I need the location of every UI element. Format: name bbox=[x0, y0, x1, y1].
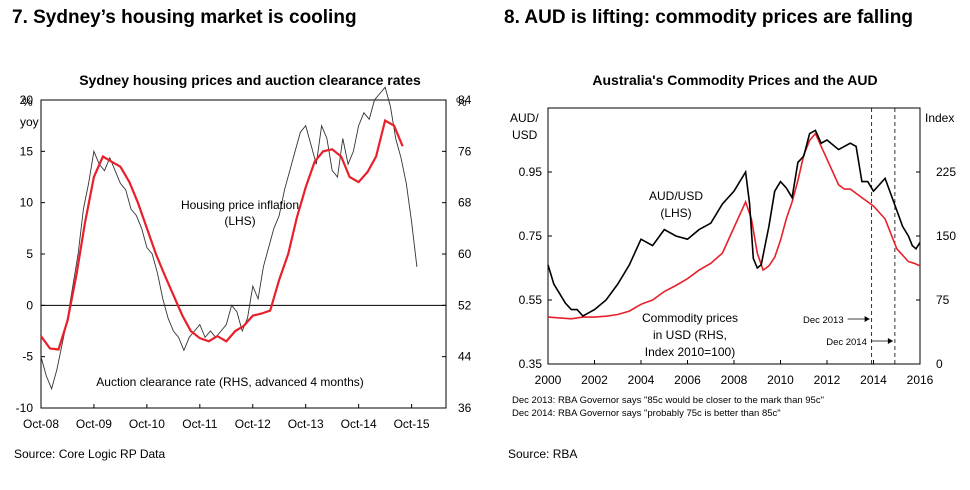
housing-left-unit-sub: yoy bbox=[20, 115, 39, 129]
commodity-x-tick-label: 2008 bbox=[721, 373, 748, 387]
commodity-x-tick-label: 2010 bbox=[767, 373, 794, 387]
commodity-left-unit-sub: USD bbox=[512, 128, 538, 142]
housing-source: Source: Core Logic RP Data bbox=[14, 447, 166, 461]
housing-right-tick-label: 68 bbox=[458, 196, 472, 210]
commodity-left-tick-label: 0.95 bbox=[519, 165, 543, 179]
commodity-x-tick-label: 2006 bbox=[674, 373, 701, 387]
housing-right-unit: % bbox=[456, 95, 467, 109]
commodity-x-tick-label: 2004 bbox=[628, 373, 655, 387]
housing-left-tick-label: -5 bbox=[22, 350, 33, 364]
commodity-x-tick-label: 2014 bbox=[860, 373, 887, 387]
commodity-x-tick-label: 2012 bbox=[814, 373, 841, 387]
commodity-series-label: Commodity prices bbox=[642, 311, 738, 325]
commodity-x-tick-label: 2000 bbox=[535, 373, 562, 387]
commodity-series-label-2: in USD (RHS, bbox=[653, 328, 727, 342]
commodity-x-tick-label: 2016 bbox=[907, 373, 934, 387]
policy-marker-arrowhead bbox=[864, 316, 870, 322]
panel-8-heading: 8. AUD is lifting: commodity prices are … bbox=[504, 7, 913, 28]
housing-right-tick-label: 76 bbox=[458, 144, 472, 158]
housing-right-tick-label: 52 bbox=[458, 298, 472, 312]
housing-price-inflation-line bbox=[40, 118, 404, 351]
governor-note: Dec 2014: RBA Governor says "probably 75… bbox=[512, 408, 781, 419]
commodity-right-unit: Index bbox=[925, 111, 954, 125]
housing-left-tick-label: -10 bbox=[16, 401, 34, 415]
housing-left-tick-label: 0 bbox=[26, 298, 33, 312]
commodity-right-tick-label: 150 bbox=[936, 229, 956, 243]
housing-chart-title: Sydney housing prices and auction cleara… bbox=[79, 72, 421, 88]
housing-left-tick-label: 10 bbox=[20, 196, 34, 210]
panel-7-heading: 7. Sydney’s housing market is cooling bbox=[12, 7, 357, 28]
commodity-source: Source: RBA bbox=[508, 447, 578, 461]
housing-left-tick-label: 5 bbox=[26, 247, 33, 261]
commodity-x-tick-label: 2002 bbox=[581, 373, 608, 387]
housing-x-tick-label: Oct-13 bbox=[288, 417, 324, 431]
commodity-right-tick-label: 75 bbox=[936, 293, 950, 307]
housing-x-tick-label: Oct-10 bbox=[129, 417, 165, 431]
housing-x-tick-label: Oct-11 bbox=[182, 417, 217, 431]
commodity-left-unit: AUD/ bbox=[510, 111, 539, 125]
commodity-series-label-3: Index 2010=100) bbox=[645, 345, 735, 359]
policy-marker-arrowhead bbox=[887, 338, 893, 344]
aud-series-label: AUD/USD bbox=[649, 189, 703, 203]
housing-x-tick-label: Oct-14 bbox=[341, 417, 377, 431]
housing-right-tick-label: 60 bbox=[458, 247, 472, 261]
housing-left-tick-label: 15 bbox=[20, 144, 34, 158]
governor-note: Dec 2013: RBA Governor says "85c would b… bbox=[512, 395, 824, 406]
housing-right-tick-label: 44 bbox=[458, 350, 472, 364]
auction-series-label: Auction clearance rate (RHS, advanced 4 … bbox=[96, 375, 363, 389]
policy-marker-label: Dec 2014 bbox=[826, 337, 867, 348]
housing-left-unit: % bbox=[22, 95, 33, 109]
commodity-left-tick-label: 0.75 bbox=[519, 229, 543, 243]
housing-x-tick-label: Oct-08 bbox=[23, 417, 59, 431]
housing-price-series-label: Housing price inflation bbox=[181, 198, 299, 212]
housing-x-tick-label: Oct-15 bbox=[394, 417, 430, 431]
commodity-right-tick-label: 0 bbox=[936, 357, 943, 371]
commodity-right-tick-label: 225 bbox=[936, 165, 956, 179]
housing-price-series-label-sub: (LHS) bbox=[224, 214, 255, 228]
housing-plot-frame bbox=[40, 99, 447, 409]
commodity-left-tick-label: 0.35 bbox=[519, 357, 543, 371]
commodity-plot-frame bbox=[547, 107, 921, 365]
housing-right-tick-label: 36 bbox=[458, 401, 472, 415]
policy-marker-label: Dec 2013 bbox=[803, 315, 844, 326]
housing-left-tick-label: 20 bbox=[20, 93, 34, 107]
housing-right-tick-label: 84 bbox=[458, 93, 472, 107]
auction-clearance-line bbox=[40, 86, 418, 391]
commodity-chart-title: Australia's Commodity Prices and the AUD bbox=[592, 72, 878, 88]
commodity-left-tick-label: 0.55 bbox=[519, 293, 543, 307]
housing-x-tick-label: Oct-12 bbox=[235, 417, 271, 431]
housing-x-tick-label: Oct-09 bbox=[76, 417, 112, 431]
aud-usd-line bbox=[547, 129, 921, 318]
commodity-prices-line bbox=[547, 132, 921, 320]
aud-series-label-sub: (LHS) bbox=[660, 206, 691, 220]
